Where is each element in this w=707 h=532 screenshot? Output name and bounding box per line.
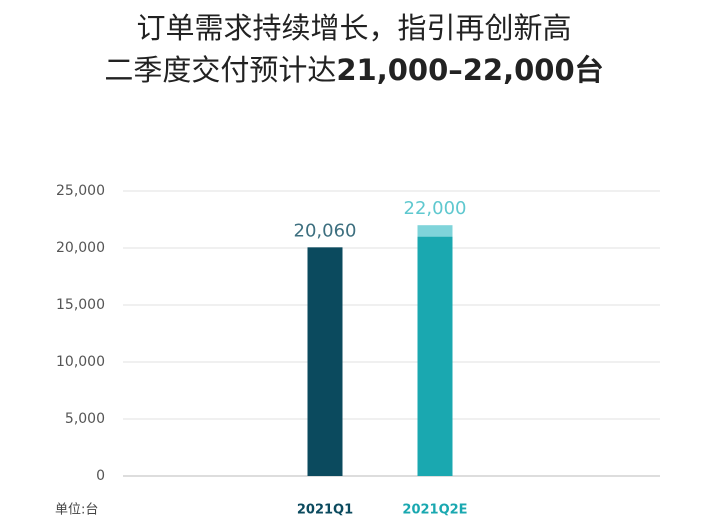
chart-title: 订单需求持续增长，指引再创新高 [136,11,571,45]
y-tick-label: 15,000 [56,297,105,313]
y-tick-label: 5,000 [65,411,105,427]
y-tick-label: 25,000 [56,183,105,199]
y-tick-label: 10,000 [56,354,105,370]
x-tick-label: 2021Q2E [402,503,467,518]
unit-label: 单位:台 [55,503,98,518]
y-tick-label: 0 [96,468,105,484]
bar-segment [417,236,453,476]
y-tick-label: 20,000 [56,240,105,256]
bar-segment [417,225,453,237]
total-label: 20,060 [294,220,357,241]
x-tick-label: 2021Q1 [297,503,353,518]
chart-subtitle: 二季度交付预计达21,000–22,000台 [104,53,603,87]
bar-segment [307,247,343,476]
total-label: 22,000 [404,198,467,219]
subtitle-emphasis: 21,000–22,000台 [336,53,603,87]
subtitle-text: 二季度交付预计达 [104,53,336,87]
